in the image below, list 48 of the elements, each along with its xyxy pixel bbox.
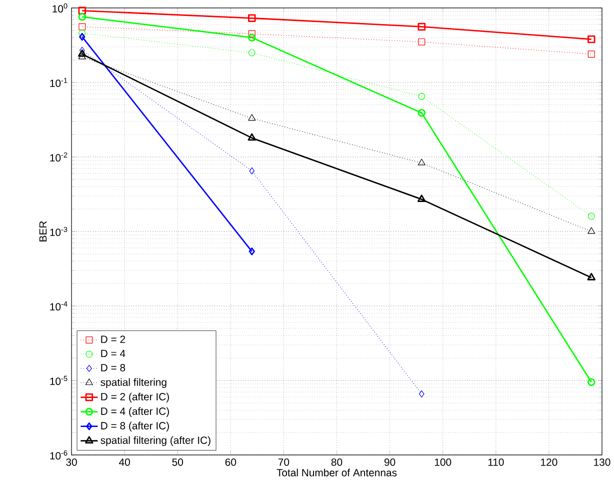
point bbox=[78, 50, 86, 57]
legend-label: D = 8 (after IC) bbox=[101, 422, 169, 432]
point bbox=[588, 50, 595, 58]
point bbox=[588, 212, 595, 220]
point bbox=[588, 227, 596, 234]
x-tick-label: 130 bbox=[594, 458, 610, 466]
y-tick-label: 10$^{-3}$ bbox=[50, 227, 68, 236]
y-tick-label: 10$^{0}$ bbox=[52, 4, 68, 13]
point bbox=[248, 14, 256, 22]
point bbox=[78, 23, 86, 30]
point bbox=[248, 49, 256, 56]
x-tick-label: 60 bbox=[225, 458, 236, 466]
y-axis-title: BER bbox=[39, 221, 47, 242]
legend-label: D = 2 (after IC) bbox=[101, 392, 169, 403]
x-axis-title: Total Number of Antennas bbox=[276, 468, 397, 477]
point bbox=[248, 133, 256, 141]
point bbox=[248, 34, 256, 42]
x-tick-label: 70 bbox=[278, 458, 290, 466]
x-tick-label: 50 bbox=[172, 458, 184, 466]
x-tick-label: 100 bbox=[434, 458, 452, 466]
point bbox=[588, 36, 596, 44]
y-tick-label: 10$^{-2}$ bbox=[50, 152, 68, 162]
point bbox=[248, 114, 256, 121]
point bbox=[418, 93, 426, 100]
x-tick-label: 30 bbox=[66, 458, 77, 466]
legend-label: spatial filtering bbox=[100, 378, 166, 388]
point bbox=[249, 168, 255, 175]
point bbox=[418, 390, 424, 398]
point bbox=[418, 109, 426, 117]
legend-label: D = 2 bbox=[101, 336, 126, 344]
point bbox=[418, 23, 426, 31]
point bbox=[78, 6, 86, 15]
y-tick-label: 10$^{-1}$ bbox=[50, 78, 68, 88]
legend-label: D = 8 bbox=[101, 364, 126, 372]
point bbox=[418, 158, 426, 166]
x-tick-label: 40 bbox=[119, 458, 130, 466]
point bbox=[587, 273, 596, 280]
x-tick-label: 120 bbox=[541, 458, 558, 466]
y-tick-label: 10$^{-5}$ bbox=[50, 376, 68, 386]
point bbox=[417, 194, 426, 202]
x-tick-label: 110 bbox=[488, 458, 504, 466]
x-tick-label: 80 bbox=[331, 458, 342, 466]
y-tick-label: 10$^{-6}$ bbox=[50, 450, 68, 460]
x-tick-label: 90 bbox=[384, 458, 396, 466]
legend-label: D = 4 bbox=[101, 350, 126, 358]
legend-label: D = 4 (after IC) bbox=[101, 407, 169, 418]
legend-label: spatial filtering (after IC) bbox=[100, 436, 210, 446]
y-tick-label: 10$^{-4}$ bbox=[50, 302, 68, 311]
